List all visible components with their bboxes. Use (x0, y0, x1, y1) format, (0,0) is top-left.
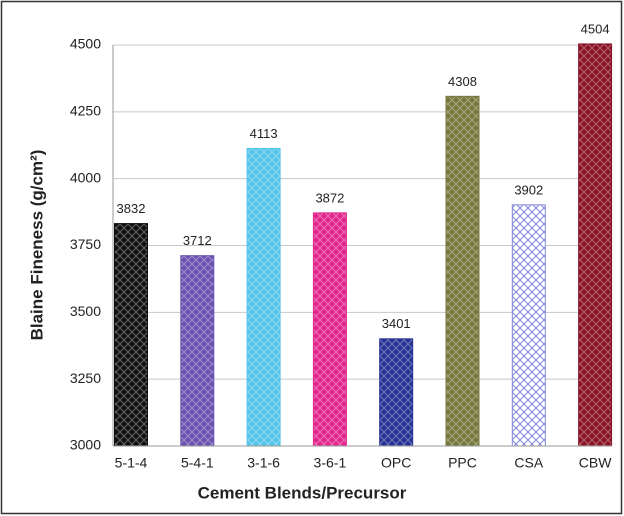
y-tick-label: 3750 (70, 236, 101, 252)
x-tick-label: 3-6-1 (314, 455, 347, 471)
y-tick-label: 3500 (70, 303, 101, 319)
x-tick-label: CSA (514, 455, 543, 471)
y-axis-title: Blaine Fineness (g/cm²) (27, 150, 46, 341)
x-tick-label: 5-4-1 (181, 455, 214, 471)
y-tick-label: 4250 (70, 103, 101, 119)
x-tick-label: 3-1-6 (247, 455, 280, 471)
y-tick-label: 3000 (70, 437, 101, 453)
bar (445, 95, 480, 447)
value-label: 3902 (514, 182, 543, 197)
x-axis-title: Cement Blends/Precursor (198, 483, 407, 502)
value-label: 3872 (315, 190, 344, 205)
bar (511, 204, 546, 447)
x-tick-label: 5-1-4 (115, 455, 148, 471)
bar (578, 43, 613, 447)
bar (246, 147, 281, 447)
value-label: 4308 (448, 74, 477, 89)
x-tick-label: CBW (579, 455, 612, 471)
value-label: 4504 (581, 21, 610, 36)
bar (114, 223, 148, 447)
value-label: 3712 (183, 233, 212, 248)
value-label: 3401 (382, 316, 411, 331)
y-tick-label: 3250 (70, 370, 101, 386)
bar (312, 212, 347, 447)
value-label: 3832 (117, 201, 146, 216)
x-tick-label: OPC (381, 455, 411, 471)
value-label: 4113 (250, 126, 278, 141)
y-tick-label: 4500 (70, 36, 101, 52)
x-tick-label: PPC (448, 455, 477, 471)
y-tick-label: 4000 (70, 169, 101, 185)
bar (379, 338, 414, 447)
bar (180, 255, 215, 447)
